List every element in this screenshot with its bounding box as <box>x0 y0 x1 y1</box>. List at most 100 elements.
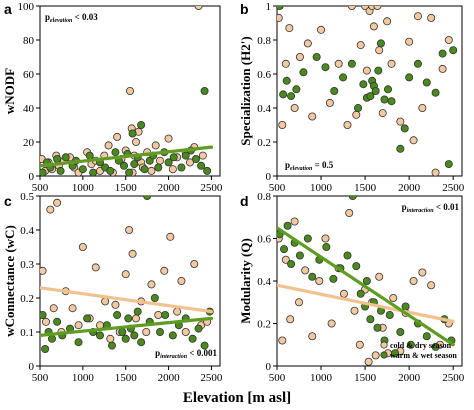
y-axis-label: wConnectance (wC) <box>2 225 17 337</box>
data-point-warm-wet <box>406 340 415 349</box>
data-point-cold-dry <box>104 141 113 150</box>
data-point-cold-dry <box>177 276 186 285</box>
data-point-warm-wet <box>295 251 304 260</box>
data-point-cold-dry <box>369 22 378 31</box>
data-point-warm-wet <box>85 151 94 160</box>
data-point-cold-dry <box>290 104 299 113</box>
data-point-warm-wet <box>169 153 178 162</box>
points-group <box>40 196 214 353</box>
x-tick-label: 1500 <box>115 182 138 194</box>
data-point-cold-dry <box>444 36 453 45</box>
data-point-warm-wet <box>108 341 117 350</box>
data-point-warm-wet <box>140 165 149 174</box>
data-point-cold-dry <box>160 266 169 275</box>
data-point-warm-wet <box>41 344 50 353</box>
x-tick-label: 2500 <box>442 182 465 194</box>
y-axis-label: Specialization (H2') <box>238 36 253 145</box>
x-tick-label: 1500 <box>354 182 377 194</box>
data-point-warm-wet <box>83 314 92 323</box>
data-point-cold-dry <box>151 141 160 150</box>
y-tick-label: 0.2 <box>20 293 34 305</box>
y-tick-label: 0 <box>29 361 35 373</box>
data-point-cold-dry <box>168 165 177 174</box>
data-point-warm-wet <box>125 168 134 176</box>
data-point-warm-wet <box>155 327 164 336</box>
x-tick-label: 500 <box>269 182 286 194</box>
data-point-cold-dry <box>427 13 436 22</box>
data-point-warm-wet <box>371 87 380 96</box>
data-point-cold-dry <box>405 37 414 46</box>
data-point-cold-dry <box>383 17 392 26</box>
data-point-warm-wet <box>299 68 308 77</box>
data-point-cold-dry <box>49 304 58 313</box>
data-point-cold-dry <box>409 136 418 145</box>
data-point-cold-dry <box>295 298 304 307</box>
data-point-cold-dry <box>364 357 373 366</box>
data-point-warm-wet <box>400 124 409 133</box>
data-point-cold-dry <box>53 198 62 207</box>
data-point-cold-dry <box>147 166 156 175</box>
data-point-cold-dry <box>413 12 422 21</box>
data-point-warm-wet <box>380 95 389 104</box>
data-point-cold-dry <box>125 225 134 234</box>
data-point-cold-dry <box>396 117 405 126</box>
panel-d: d 500 1000 1500 2000 2500 0 0.2 0.4 0.6 0.8 Modular… <box>238 191 465 384</box>
data-point-cold-dry <box>113 132 122 141</box>
data-point-warm-wet <box>279 90 288 99</box>
y-tick-label: 0.5 <box>20 191 34 203</box>
panel-c: c 500 1000 1500 2000 2500 0 0.1 0.2 0.3 0.4 0.5 wCon… <box>2 191 223 384</box>
data-point-warm-wet <box>431 88 440 97</box>
data-point-cold-dry <box>154 310 163 319</box>
data-point-warm-wet <box>401 302 410 311</box>
trend-line-warm-wet <box>277 226 455 347</box>
data-point-warm-wet <box>359 80 368 89</box>
data-point-cold-dry <box>339 289 348 298</box>
data-point-cold-dry <box>173 307 182 316</box>
data-point-warm-wet <box>137 338 146 347</box>
data-point-warm-wet <box>168 331 177 340</box>
p-value-annotation: pinteraction < 0.01 <box>402 202 460 214</box>
x-tick-label: 1000 <box>72 372 95 384</box>
data-point-warm-wet <box>354 104 363 113</box>
data-point-warm-wet <box>133 307 142 316</box>
data-point-cold-dry <box>68 304 77 313</box>
data-point-warm-wet <box>53 317 62 326</box>
x-tick-label: 1000 <box>72 182 95 194</box>
data-point-cold-dry <box>347 6 356 10</box>
panel-label-c: c <box>4 193 12 209</box>
data-point-cold-dry <box>285 24 294 33</box>
data-point-cold-dry <box>325 98 334 107</box>
data-point-warm-wet <box>200 87 209 96</box>
panel-label-a: a <box>4 1 12 17</box>
data-point-warm-wet <box>329 274 338 283</box>
data-point-cold-dry <box>46 205 55 214</box>
y-tick-label: 60 <box>23 69 35 81</box>
data-point-warm-wet <box>154 163 163 172</box>
data-point-warm-wet <box>181 151 190 160</box>
data-point-warm-wet <box>161 310 170 319</box>
data-point-cold-dry <box>321 234 330 243</box>
data-point-warm-wet <box>61 153 70 162</box>
data-point-warm-wet <box>191 154 200 163</box>
data-point-warm-wet <box>339 73 348 82</box>
data-point-warm-wet <box>40 311 47 319</box>
p-value-annotation: pelevation = 0.5 <box>285 160 334 172</box>
data-point-cold-dry <box>362 66 371 75</box>
data-point-cold-dry <box>194 6 203 10</box>
x-tick-label: 1000 <box>310 182 333 194</box>
data-point-cold-dry <box>40 266 47 275</box>
data-point-cold-dry <box>431 168 440 176</box>
data-point-warm-wet <box>277 6 284 10</box>
y-tick-label: 0.4 <box>257 276 271 288</box>
data-point-cold-dry <box>418 104 427 113</box>
data-point-warm-wet <box>203 166 212 175</box>
points-group <box>277 196 456 366</box>
data-point-cold-dry <box>181 327 190 336</box>
data-point-cold-dry <box>409 276 418 285</box>
legend-marker <box>380 341 388 349</box>
data-point-cold-dry <box>42 317 51 326</box>
data-point-cold-dry <box>185 158 194 167</box>
data-point-cold-dry <box>389 293 398 302</box>
legend-marker <box>380 351 388 359</box>
data-point-warm-wet <box>106 166 115 175</box>
